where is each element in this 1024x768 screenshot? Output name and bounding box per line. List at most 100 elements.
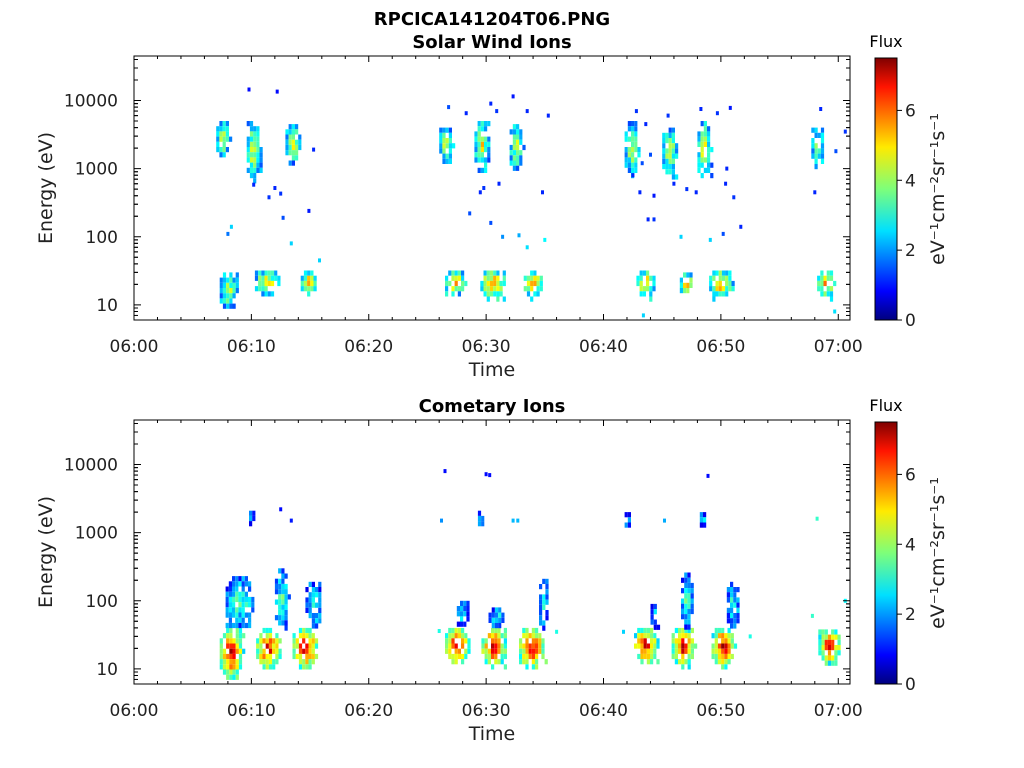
heatmap-cell	[500, 643, 504, 649]
heatmap-speck	[318, 258, 321, 263]
heatmap-blob	[292, 627, 319, 670]
heatmap-cell	[284, 609, 288, 616]
heatmap-cell	[721, 648, 725, 654]
heatmap-cell	[216, 147, 220, 153]
heatmap-cell	[502, 296, 506, 302]
heatmap-cell	[712, 296, 716, 302]
heatmap-cell	[264, 291, 268, 297]
heatmap-cell	[653, 653, 657, 660]
heatmap-cell	[281, 594, 285, 600]
heatmap-cell	[707, 136, 711, 142]
heatmap-cell	[646, 286, 650, 292]
heatmap-cell	[687, 619, 691, 625]
heatmap-speck	[289, 241, 293, 246]
heatmap-cell	[300, 286, 304, 292]
heatmap-cell	[308, 607, 312, 613]
heatmap-cell	[512, 160, 516, 166]
heatmap-cell	[697, 157, 701, 163]
heatmap-cell	[229, 293, 233, 299]
heatmap-cell	[823, 275, 827, 281]
x-tick-label: 06:30	[462, 337, 511, 357]
heatmap-cell	[298, 653, 303, 660]
heatmap-cell	[305, 627, 309, 634]
heatmap-blob	[477, 510, 485, 527]
heatmap-cell	[665, 164, 669, 170]
heatmap-cell	[531, 659, 535, 665]
heatmap-cell	[516, 165, 520, 171]
heatmap-speck	[443, 469, 447, 474]
heatmap-cell	[687, 627, 691, 634]
heatmap-cell	[690, 582, 694, 589]
heatmap-speck	[226, 231, 230, 236]
heatmap-cell	[683, 282, 687, 288]
heatmap-cell	[509, 160, 513, 166]
heatmap-cell	[646, 643, 650, 649]
heatmap-cell	[229, 136, 233, 142]
heatmap-speck	[252, 182, 256, 187]
heatmap-cell	[531, 653, 535, 660]
heatmap-cell	[226, 303, 230, 309]
heatmap-cell	[525, 633, 529, 639]
heatmap-cell	[226, 664, 230, 670]
heatmap-cell	[634, 157, 638, 163]
heatmap-cell	[650, 609, 654, 615]
heatmap-cell	[710, 173, 714, 179]
heatmap-cell	[222, 272, 227, 278]
heatmap-cell	[461, 270, 465, 276]
heatmap-cell	[640, 638, 644, 644]
heatmap-cell	[650, 653, 654, 660]
heatmap-cell	[671, 143, 675, 149]
heatmap-cell	[697, 167, 701, 173]
heatmap-cell	[300, 280, 304, 287]
heatmap-cell	[545, 589, 549, 595]
heatmap-cell	[281, 568, 285, 574]
heatmap-cell	[222, 121, 226, 127]
heatmap-cell	[653, 633, 657, 639]
heatmap-cell	[491, 617, 495, 623]
colorbar	[874, 57, 898, 321]
heatmap-cell	[679, 288, 683, 294]
heatmap-cell	[721, 633, 725, 639]
heatmap-cell	[216, 126, 220, 132]
heatmap-cell	[284, 573, 288, 579]
heatmap-blob	[254, 270, 281, 297]
heatmap-cell	[235, 586, 239, 592]
heatmap-cell	[637, 643, 641, 649]
heatmap-cell	[228, 581, 232, 587]
heatmap-cell	[253, 157, 257, 163]
heatmap-cell	[484, 648, 488, 654]
heatmap-cell	[512, 124, 516, 130]
heatmap-cell	[496, 275, 500, 281]
heatmap-blob	[219, 627, 246, 680]
heatmap-cell	[241, 586, 245, 592]
heatmap-cell	[707, 157, 711, 163]
heatmap-cell	[281, 578, 285, 584]
heatmap-cell	[831, 639, 835, 645]
heatmap-cell	[817, 275, 821, 281]
heatmap-cell	[291, 144, 295, 151]
heatmap-cell	[454, 280, 458, 287]
heatmap-cell	[824, 629, 828, 635]
heatmap-cell	[526, 286, 531, 292]
heatmap-speck	[843, 129, 847, 134]
heatmap-cell	[222, 664, 227, 670]
heatmap-cell	[486, 270, 490, 276]
heatmap-cell	[292, 638, 296, 644]
heatmap-cell	[650, 643, 654, 649]
heatmap-cell	[533, 270, 537, 276]
heatmap-cell	[522, 144, 526, 151]
heatmap-cell	[826, 275, 830, 281]
heatmap-cell	[261, 280, 265, 287]
heatmap-cell	[811, 138, 815, 144]
heatmap-cell	[457, 648, 461, 654]
heatmap-cell	[627, 517, 631, 523]
heatmap-cell	[489, 291, 494, 297]
heatmap-cell	[235, 638, 239, 644]
heatmap-cell	[531, 627, 535, 634]
heatmap-cell	[232, 643, 236, 649]
heatmap-cell	[646, 275, 650, 281]
x-tick-label: 06:00	[110, 701, 159, 721]
heatmap-cell	[288, 124, 292, 130]
heatmap-cell	[259, 638, 263, 644]
heatmap-cell	[697, 136, 701, 142]
